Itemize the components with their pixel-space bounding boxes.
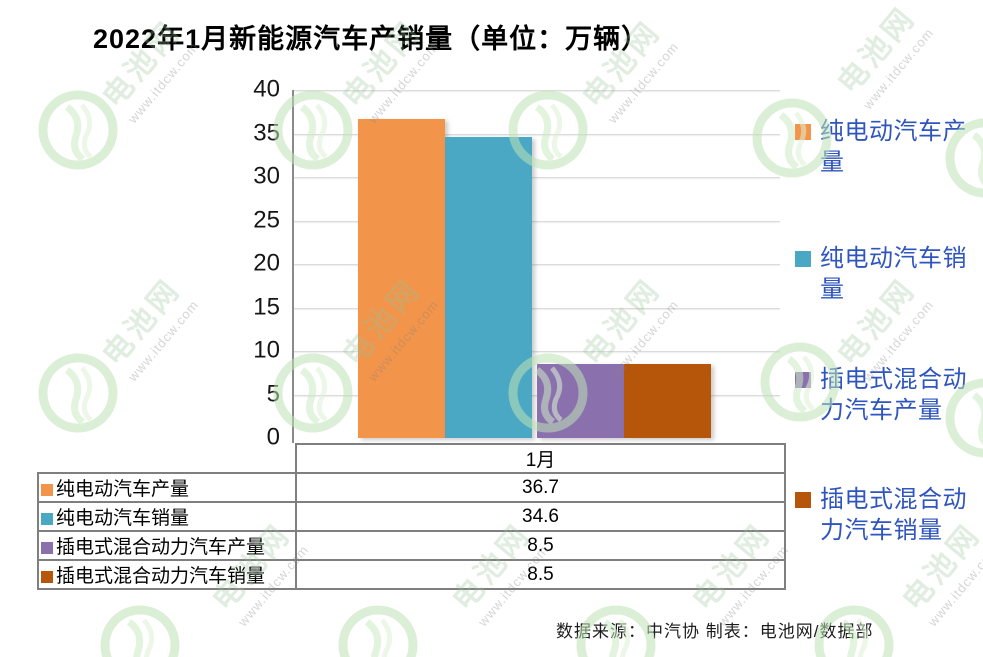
legend-label: 纯电动汽车销量 <box>820 245 967 303</box>
y-axis-tick-labels: 40 35 30 25 20 15 10 5 0 <box>225 75 280 450</box>
y-tick: 5 <box>266 379 280 407</box>
y-tick: 20 <box>253 249 280 277</box>
legend-item-phev-production: 插电式混合动力汽车产量 <box>795 364 980 426</box>
table-row-label-text: 插电式混合动力汽车销量 <box>56 566 266 587</box>
legend-key-swatch <box>795 372 811 388</box>
legend-item-bev-sales: 纯电动汽车销量 <box>795 243 980 305</box>
gridline <box>294 220 780 222</box>
legend-key-swatch <box>795 251 811 267</box>
legend-label: 纯电动汽车产量 <box>820 118 967 176</box>
table-corner-blank <box>38 444 296 473</box>
bar-phev-sales <box>624 364 711 438</box>
y-tick: 10 <box>253 336 280 364</box>
table-column-header: 1月 <box>295 443 786 474</box>
brand-logo-watermark-icon <box>336 603 420 657</box>
y-tick: 40 <box>253 75 280 103</box>
watermark-url-text: www.itdcw.com <box>860 25 937 113</box>
bar-bev-sales <box>445 136 532 438</box>
watermark-url-text: www.itdcw.com <box>925 542 983 630</box>
gridline <box>294 351 780 352</box>
table-row: 插电式混合动力汽车销量 8.5 <box>37 559 786 590</box>
brand-logo-watermark-icon <box>36 351 120 440</box>
series-key-swatch <box>41 542 53 554</box>
table-row-value: 34.6 <box>295 501 786 532</box>
table-row-label: 插电式混合动力汽车产量 <box>37 530 297 561</box>
table-row: 纯电动汽车销量 34.6 <box>37 501 786 532</box>
gridline <box>294 90 780 91</box>
series-key-swatch <box>41 513 53 525</box>
table-row-label: 纯电动汽车销量 <box>37 501 297 532</box>
legend-key-swatch <box>795 492 811 508</box>
legend-item-bev-production: 纯电动汽车产量 <box>795 116 980 178</box>
gridline <box>294 307 780 309</box>
table-row: 插电式混合动力汽车产量 8.5 <box>37 530 786 561</box>
watermark-brand-text: 电池网 <box>831 0 923 100</box>
legend-key-swatch <box>795 124 811 140</box>
y-tick: 15 <box>253 292 280 320</box>
y-tick: 30 <box>253 162 280 190</box>
table-row-value: 8.5 <box>295 530 786 561</box>
watermark-brand-text: 电池网 <box>96 272 188 372</box>
bar-bev-production <box>358 118 445 438</box>
data-table: 1月 纯电动汽车产量 36.7 纯电动汽车销量 34.6 插电式混合动力汽车产量… <box>37 443 786 590</box>
brand-logo-watermark-icon <box>36 88 120 177</box>
gridline <box>294 264 780 265</box>
legend-label: 插电式混合动力汽车销量 <box>820 486 967 544</box>
table-row-label-text: 插电式混合动力汽车产量 <box>56 537 266 558</box>
table-row-label: 纯电动汽车产量 <box>37 472 297 503</box>
table-row-value: 36.7 <box>295 472 786 503</box>
table-row: 纯电动汽车产量 36.7 <box>37 472 786 503</box>
series-key-swatch <box>41 484 53 496</box>
y-axis-line <box>292 90 294 443</box>
brand-text-watermark: 电池网 www.itdcw.com <box>825 0 937 113</box>
watermark-url-text: www.itdcw.com <box>125 297 202 385</box>
table-row-value: 8.5 <box>295 559 786 590</box>
source-note: 数据来源：中汽协 制表：电池网/数据部 <box>556 622 874 641</box>
legend-item-phev-sales: 插电式混合动力汽车销量 <box>795 484 980 546</box>
y-tick: 35 <box>253 118 280 146</box>
legend-label: 插电式混合动力汽车产量 <box>820 366 967 424</box>
series-key-swatch <box>41 571 53 583</box>
plot-area <box>294 90 780 438</box>
brand-text-watermark: 电池网 www.itdcw.com <box>90 267 202 385</box>
table-row-label-text: 纯电动汽车产量 <box>56 479 190 500</box>
table-row-label-text: 纯电动汽车销量 <box>56 508 190 529</box>
brand-logo-watermark-icon <box>98 603 182 657</box>
chart-title: 2022年1月新能源汽车产销量（单位：万辆） <box>93 24 650 54</box>
table-row-label: 插电式混合动力汽车销量 <box>37 559 297 590</box>
y-tick: 25 <box>253 205 280 233</box>
gridline <box>294 177 780 178</box>
bar-phev-production <box>537 364 624 438</box>
table-header-row: 1月 <box>38 443 786 474</box>
